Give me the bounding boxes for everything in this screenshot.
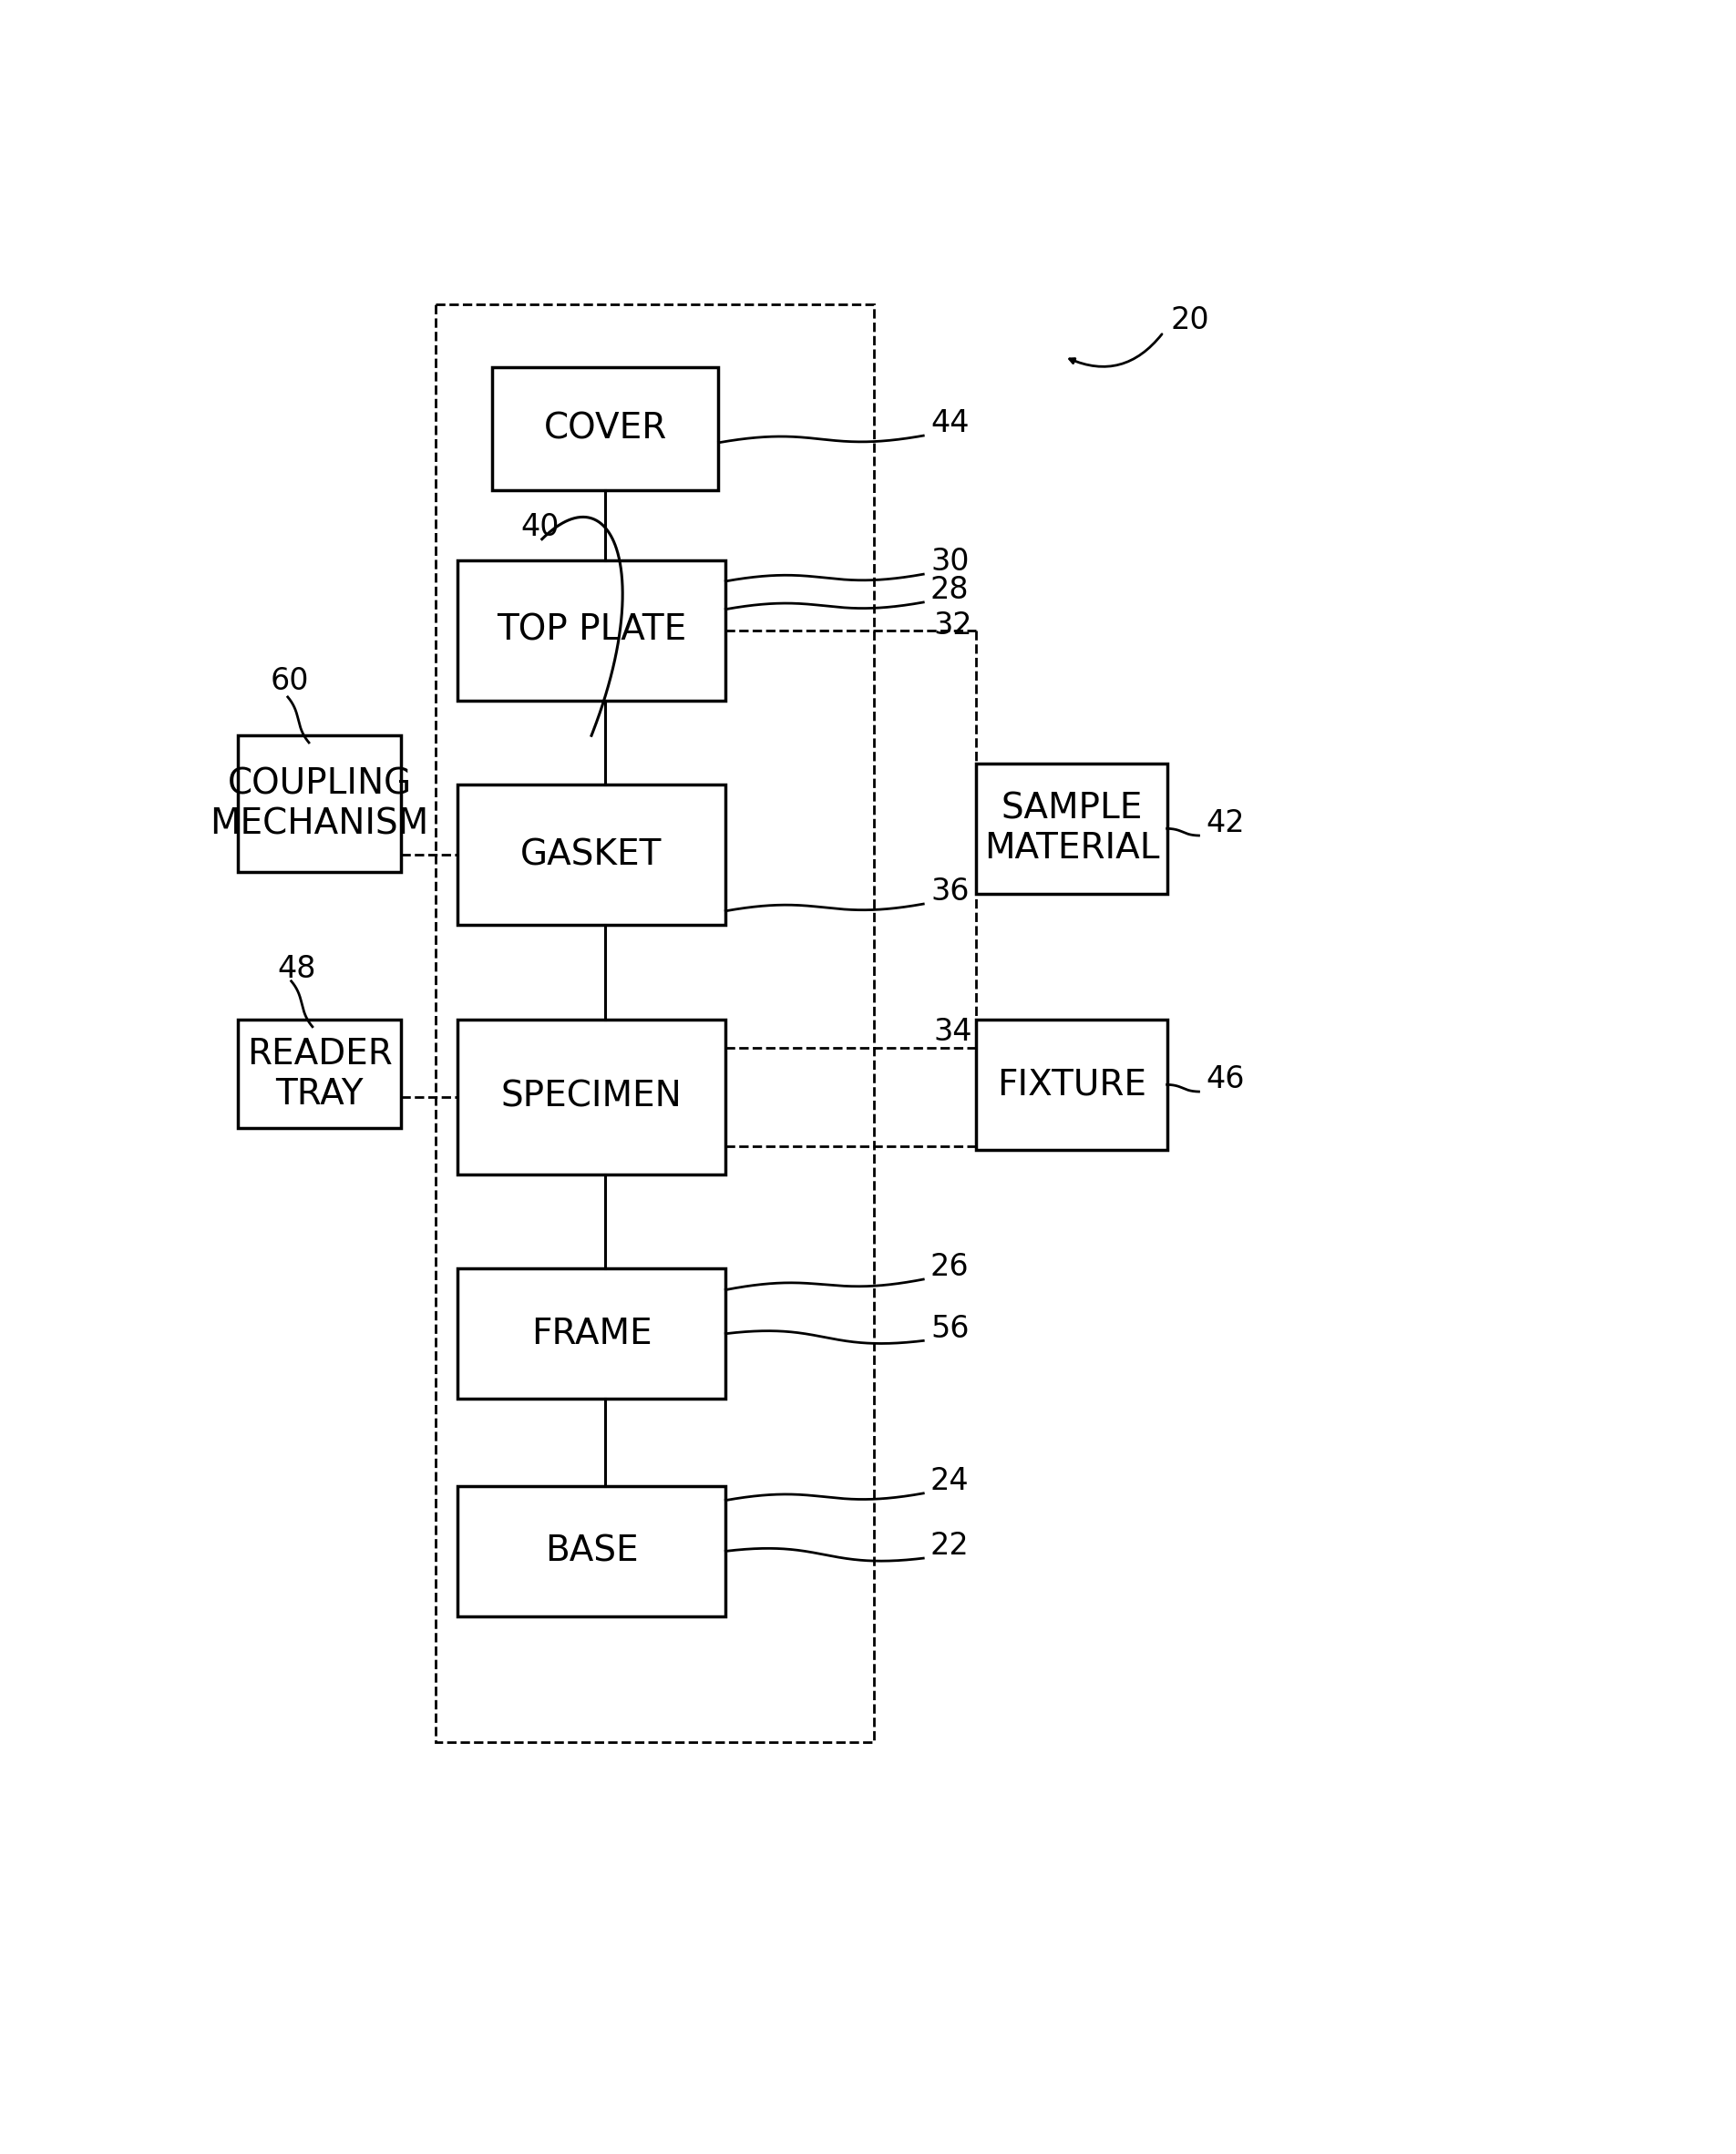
Text: READER
TRAY: READER TRAY <box>247 1036 392 1111</box>
Bar <box>457 1269 726 1398</box>
Text: 28: 28 <box>930 575 969 605</box>
Text: 26: 26 <box>930 1251 969 1282</box>
Text: SAMPLE
MATERIAL: SAMPLE MATERIAL <box>984 791 1158 866</box>
Text: 32: 32 <box>934 610 972 640</box>
Text: 40: 40 <box>521 513 559 543</box>
Text: 44: 44 <box>930 409 969 439</box>
Bar <box>493 366 719 489</box>
Text: GASKET: GASKET <box>521 838 661 872</box>
Text: 60: 60 <box>269 666 309 696</box>
Bar <box>238 1019 401 1129</box>
Text: COVER: COVER <box>543 411 667 446</box>
Text: COUPLING
MECHANISM: COUPLING MECHANISM <box>210 767 429 842</box>
Text: 20: 20 <box>1170 306 1208 336</box>
Text: 46: 46 <box>1205 1064 1245 1094</box>
Bar <box>457 1486 726 1616</box>
Text: 36: 36 <box>930 877 969 907</box>
Text: 56: 56 <box>930 1314 969 1344</box>
Text: 22: 22 <box>930 1531 969 1562</box>
Text: FIXTURE: FIXTURE <box>996 1066 1146 1103</box>
Bar <box>457 560 726 700</box>
Bar <box>457 784 726 924</box>
Text: 48: 48 <box>278 954 316 984</box>
Bar <box>436 304 873 1743</box>
Text: 24: 24 <box>930 1467 969 1497</box>
Bar <box>457 1019 726 1174</box>
Bar <box>976 765 1167 894</box>
Bar <box>238 735 401 872</box>
Text: 30: 30 <box>930 547 969 577</box>
Text: 34: 34 <box>934 1017 972 1047</box>
Bar <box>976 1019 1167 1150</box>
Text: 42: 42 <box>1205 808 1245 838</box>
Text: FRAME: FRAME <box>531 1316 651 1351</box>
Text: SPECIMEN: SPECIMEN <box>500 1079 682 1114</box>
Text: TOP PLATE: TOP PLATE <box>496 614 686 648</box>
Text: BASE: BASE <box>545 1534 637 1568</box>
